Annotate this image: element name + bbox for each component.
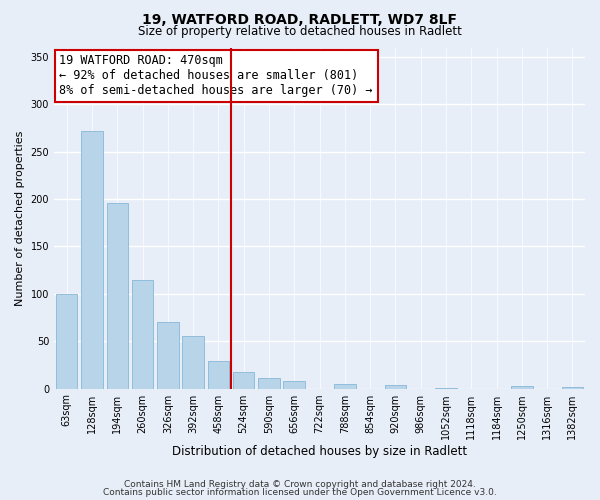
Text: Size of property relative to detached houses in Radlett: Size of property relative to detached ho… bbox=[138, 25, 462, 38]
Text: Contains HM Land Registry data © Crown copyright and database right 2024.: Contains HM Land Registry data © Crown c… bbox=[124, 480, 476, 489]
Bar bbox=[385, 385, 406, 388]
Bar bbox=[107, 203, 128, 388]
Bar bbox=[233, 372, 254, 388]
Bar bbox=[283, 381, 305, 388]
Bar bbox=[562, 386, 583, 388]
Bar bbox=[56, 294, 77, 388]
Bar bbox=[334, 384, 356, 388]
Bar bbox=[208, 361, 229, 388]
Bar bbox=[157, 322, 179, 388]
Bar bbox=[132, 280, 153, 388]
Text: 19 WATFORD ROAD: 470sqm
← 92% of detached houses are smaller (801)
8% of semi-de: 19 WATFORD ROAD: 470sqm ← 92% of detache… bbox=[59, 54, 373, 98]
Text: 19, WATFORD ROAD, RADLETT, WD7 8LF: 19, WATFORD ROAD, RADLETT, WD7 8LF bbox=[143, 12, 458, 26]
Y-axis label: Number of detached properties: Number of detached properties bbox=[15, 130, 25, 306]
Bar bbox=[182, 336, 204, 388]
Bar bbox=[81, 131, 103, 388]
Bar bbox=[258, 378, 280, 388]
Text: Contains public sector information licensed under the Open Government Licence v3: Contains public sector information licen… bbox=[103, 488, 497, 497]
X-axis label: Distribution of detached houses by size in Radlett: Distribution of detached houses by size … bbox=[172, 444, 467, 458]
Bar bbox=[511, 386, 533, 388]
